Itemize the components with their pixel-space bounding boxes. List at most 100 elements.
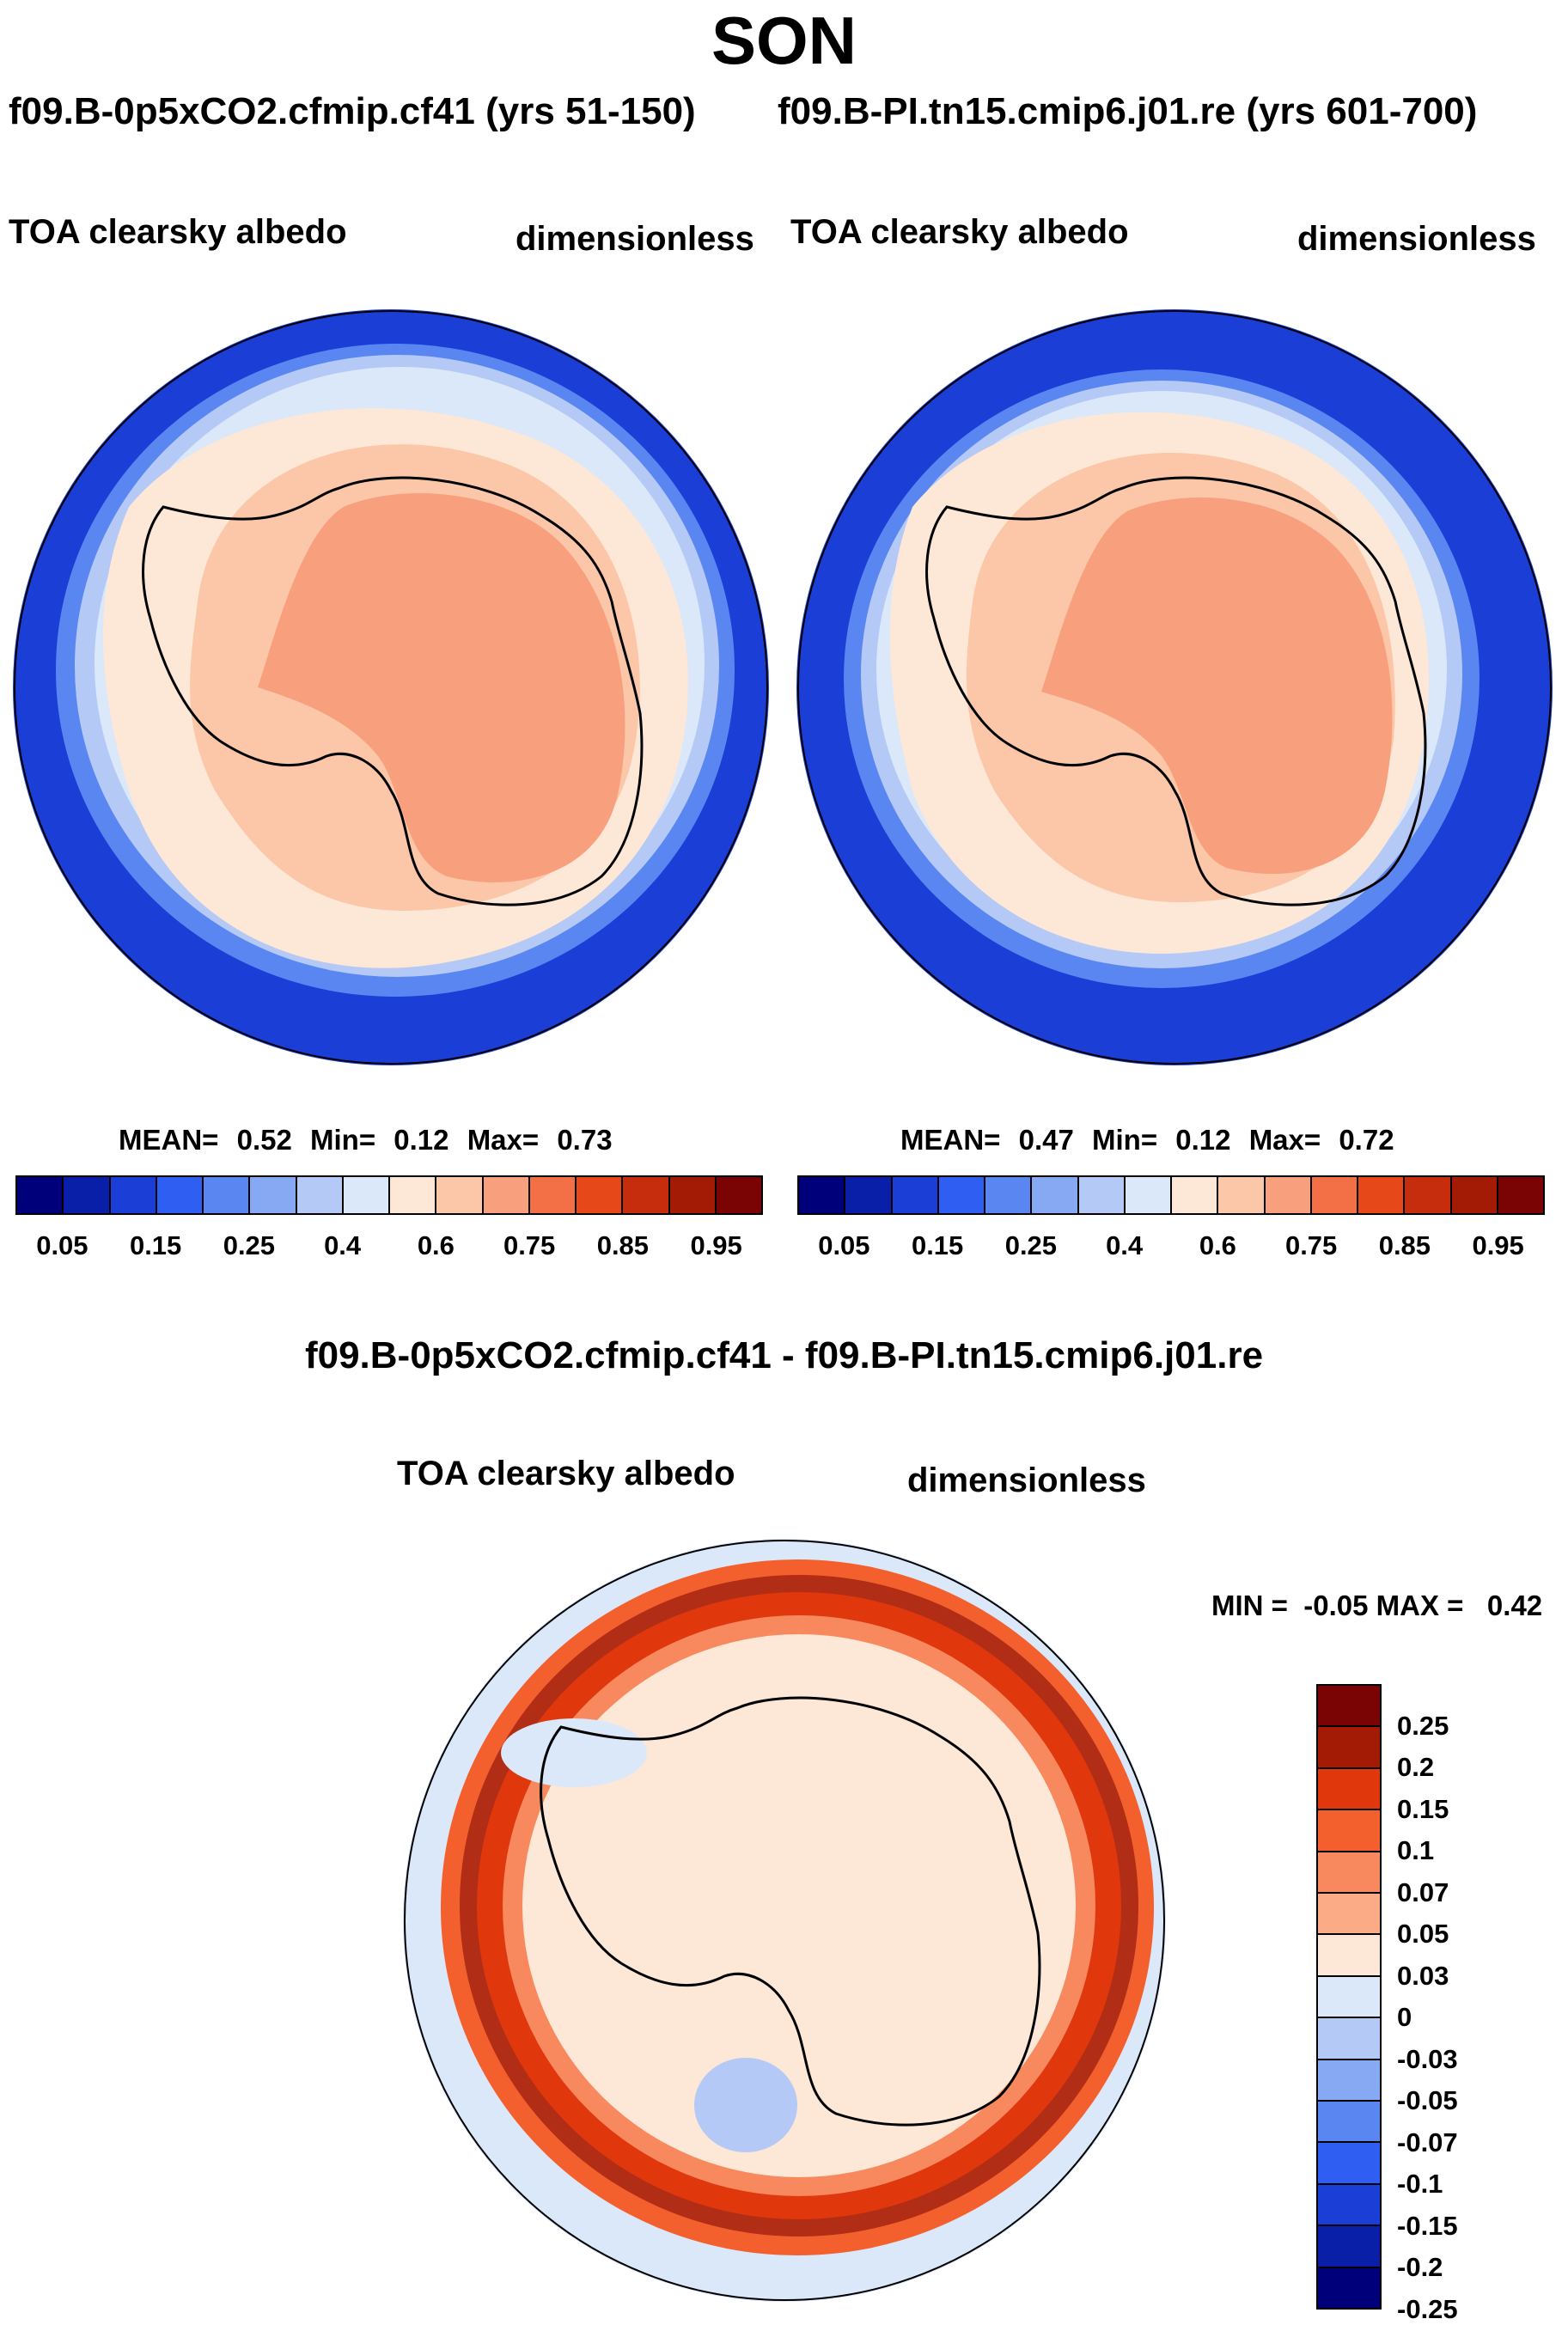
panel1-variable-label: TOA clearsky albedo	[9, 213, 347, 251]
colorbar-swatch	[1318, 1935, 1380, 1977]
max-value: 0.73	[557, 1124, 613, 1156]
colorbar-swatch	[1318, 2018, 1380, 2060]
colorbar-swatch	[1218, 1177, 1266, 1213]
panel1-coastline	[142, 476, 644, 906]
mean-value: 0.47	[1018, 1124, 1074, 1156]
colorbar-swatch	[343, 1177, 390, 1213]
panel1-run-label: f09.B-0p5xCO2.cfmip.cf41 (yrs 51-150)	[9, 90, 696, 132]
colorbar-swatch	[156, 1177, 204, 1213]
colorbar-tick-label: 0.75	[1284, 1230, 1338, 1260]
panel2-colorbar	[797, 1175, 1545, 1215]
interior	[522, 1634, 1076, 2177]
colorbar-swatch	[1032, 1177, 1079, 1213]
colorbar-tick-label: 0.95	[1472, 1230, 1524, 1260]
antarctic-interior	[1041, 497, 1393, 875]
panel2-polar-map	[796, 309, 1553, 1065]
colorbar-tick-label: -0.2	[1397, 2252, 1443, 2283]
panel2-variable-label: TOA clearsky albedo	[790, 213, 1129, 251]
colorbar-swatch	[1078, 1177, 1126, 1213]
colorbar-swatch	[296, 1177, 344, 1213]
difference-polar-map	[403, 1539, 1166, 2302]
colorbar-swatch	[1318, 2184, 1380, 2227]
max-value: 0.72	[1339, 1124, 1394, 1156]
colorbar-swatch	[1318, 2060, 1380, 2102]
colorbar-swatch	[1318, 1810, 1380, 1852]
colorbar-tick-label: 0.25	[1397, 1710, 1449, 1741]
colorbar-tick-label: -0.25	[1397, 2294, 1458, 2324]
colorbar-tick-label: 0.03	[1397, 1960, 1449, 1991]
difference-coastline	[540, 1696, 1041, 2127]
panel2-stats: MEAN= 0.47 Min= 0.12 Max= 0.72	[900, 1126, 1394, 1154]
colorbar-swatch	[1125, 1177, 1172, 1213]
panel2-map-border	[797, 310, 1552, 1065]
colorbar-swatch	[1451, 1177, 1498, 1213]
mean-value: 0.52	[236, 1124, 292, 1156]
colorbar-swatch	[110, 1177, 157, 1213]
colorbar-swatch	[204, 1177, 251, 1213]
mean-label: MEAN=	[119, 1124, 219, 1156]
max-label: Max=	[1248, 1124, 1321, 1156]
colorbar-swatch	[799, 1177, 846, 1213]
colorbar-swatch	[1318, 1768, 1380, 1811]
colorbar-tick-label: -0.15	[1397, 2210, 1458, 2241]
min-label: Min=	[1092, 1124, 1158, 1156]
colorbar-swatch	[669, 1177, 717, 1213]
colorbar-tick-label: 0	[1397, 2002, 1412, 2033]
colorbar-swatch	[1405, 1177, 1452, 1213]
colorbar-swatch	[250, 1177, 297, 1213]
min-value: 0.12	[1175, 1124, 1231, 1156]
mean-label: MEAN=	[900, 1124, 1001, 1156]
difference-units-label: dimensionless	[907, 1462, 1146, 1499]
colorbar-tick-label: 0.1	[1397, 1835, 1435, 1866]
colorbar-swatch	[64, 1177, 111, 1213]
difference-map-border	[404, 1540, 1165, 2301]
colorbar-tick-label: 0.05	[36, 1230, 88, 1260]
difference-variable-label: TOA clearsky albedo	[397, 1455, 735, 1492]
panel1-colorbar	[15, 1175, 763, 1215]
colorbar-tick-label: 0.4	[324, 1230, 362, 1260]
colorbar-tick-label: -0.03	[1397, 2043, 1458, 2074]
colorbar-tick-label: 0.4	[1106, 1230, 1144, 1260]
colorbar-swatch	[1318, 1976, 1380, 2019]
colorbar-swatch	[892, 1177, 939, 1213]
panel1-map-border	[14, 310, 768, 1065]
colorbar-swatch	[938, 1177, 985, 1213]
colorbar-swatch	[1318, 2226, 1380, 2268]
colorbar-tick-label: -0.07	[1397, 2127, 1458, 2157]
colorbar-swatch	[1172, 1177, 1219, 1213]
colorbar-tick-label: 0.05	[818, 1230, 870, 1260]
min-value: 0.12	[394, 1124, 449, 1156]
colorbar-swatch	[716, 1177, 761, 1213]
colorbar-tick-label: -0.05	[1397, 2085, 1458, 2116]
colorbar-tick-label: 0.25	[223, 1230, 276, 1260]
colorbar-tick-label: 0.85	[1378, 1230, 1431, 1260]
figure-title: SON	[711, 3, 857, 78]
colorbar-swatch	[1318, 1894, 1380, 1936]
colorbar-swatch	[1318, 2102, 1380, 2144]
difference-title: f09.B-0p5xCO2.cfmip.cf41 - f09.B-PI.tn15…	[304, 1334, 1264, 1376]
colorbar-tick-label: 0.95	[690, 1230, 742, 1260]
panel2-units-label: dimensionless	[1297, 220, 1536, 258]
colorbar-swatch	[436, 1177, 484, 1213]
colorbar-swatch	[390, 1177, 437, 1213]
panel2-run-label: f09.B-PI.tn15.cmip6.j01.re (yrs 601-700)	[778, 90, 1478, 132]
colorbar-swatch	[577, 1177, 624, 1213]
panel1-units-label: dimensionless	[516, 220, 754, 258]
panel2-coastline	[925, 476, 1427, 906]
min-label: Min=	[310, 1124, 376, 1156]
colorbar-swatch	[17, 1177, 64, 1213]
colorbar-tick-label: 0.15	[1397, 1793, 1449, 1824]
difference-colorbar	[1316, 1684, 1382, 2310]
antarctic-interior	[258, 493, 625, 882]
colorbar-tick-label: 0.05	[1397, 1919, 1449, 1950]
colorbar-tick-label: 0.75	[503, 1230, 556, 1260]
colorbar-swatch	[1318, 1686, 1380, 1728]
panel1-polar-map	[13, 309, 769, 1065]
neg-patch-1	[501, 1718, 647, 1787]
colorbar-swatch	[529, 1177, 577, 1213]
colorbar-tick-label: 0.15	[911, 1230, 964, 1260]
colorbar-tick-label: -0.1	[1397, 2169, 1443, 2200]
colorbar-swatch	[1498, 1177, 1543, 1213]
colorbar-tick-label: 0.2	[1397, 1752, 1435, 1783]
colorbar-tick-label: 0.6	[417, 1230, 455, 1260]
